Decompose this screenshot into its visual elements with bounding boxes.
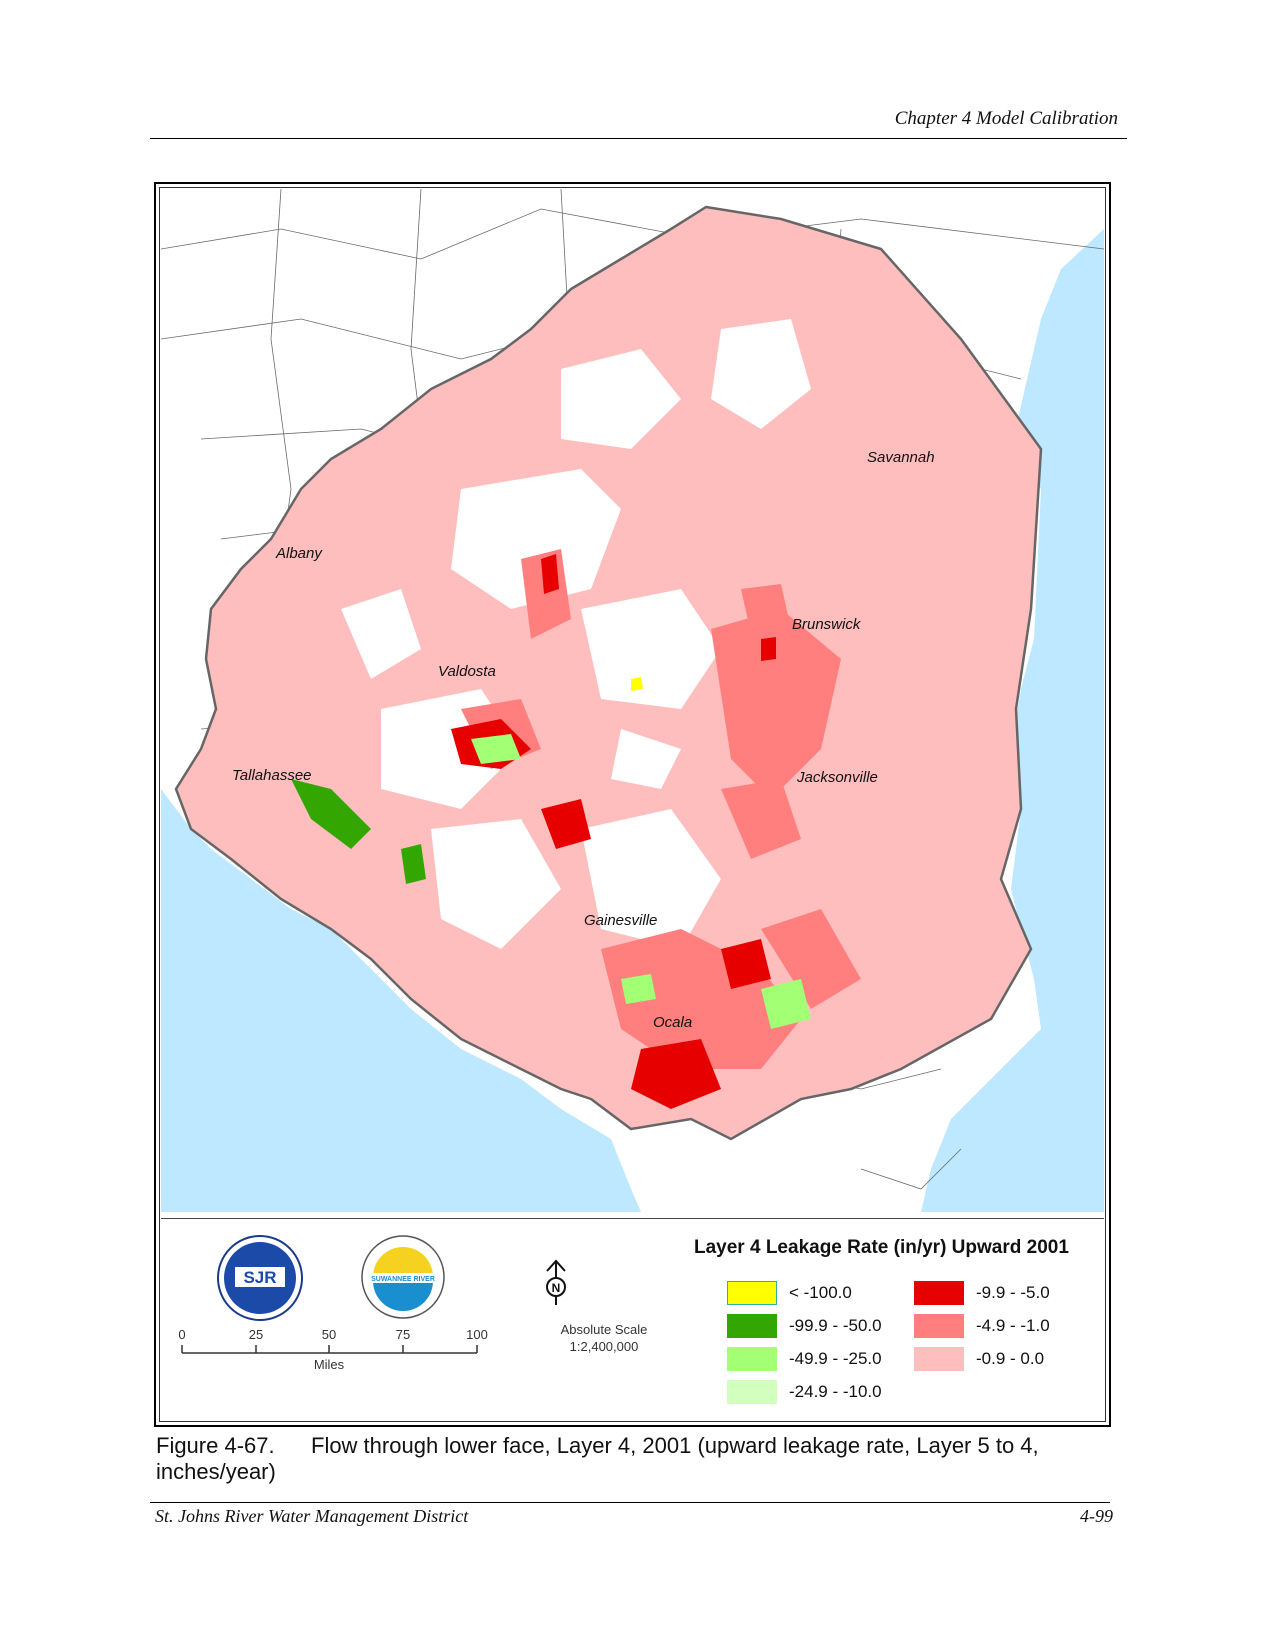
sjr-logo: SJR <box>217 1235 303 1321</box>
legend-item: -4.9 - -1.0 <box>914 1314 1050 1338</box>
scale-bar <box>181 1345 478 1354</box>
city-label-jacksonville: Jacksonville <box>796 769 878 786</box>
atlantic-ocean <box>921 229 1104 1212</box>
scale-tick-0: 0 <box>178 1327 186 1342</box>
city-label-gainesville: Gainesville <box>584 912 657 929</box>
figure-number: Figure 4-67. <box>156 1433 275 1458</box>
suwannee-river-logo: SUWANNEE RIVER <box>361 1235 445 1319</box>
study-area-boundary <box>174 205 1043 1141</box>
scale-tick-50: 50 <box>321 1327 337 1342</box>
legend-swatch <box>914 1347 964 1371</box>
legend-swatch <box>727 1380 777 1404</box>
leakage-map: Savannah Albany Brunswick Valdosta Talla… <box>161 189 1104 1212</box>
footer-rule <box>150 1502 1110 1503</box>
legend-swatch <box>727 1281 777 1305</box>
figure-caption: Figure 4-67. Flow through lower face, Lay… <box>156 1433 1086 1485</box>
city-label-albany: Albany <box>275 545 323 562</box>
scale-tick-75: 75 <box>395 1327 411 1342</box>
figure-caption-text: Flow through lower face, Layer 4, 2001 (… <box>156 1433 1039 1484</box>
legend-panel: SJR SUWANNEE RIVER 0 25 50 75 100 Miles … <box>161 1218 1104 1420</box>
city-label-ocala: Ocala <box>653 1014 692 1031</box>
legend-item: -99.9 - -50.0 <box>727 1314 882 1338</box>
legend-item: -24.9 - -10.0 <box>727 1380 882 1404</box>
scale-tick-25: 25 <box>248 1327 264 1342</box>
legend-swatch <box>914 1281 964 1305</box>
svg-text:SUWANNEE RIVER: SUWANNEE RIVER <box>371 1276 435 1283</box>
city-label-valdosta: Valdosta <box>438 663 496 680</box>
legend-item: -0.9 - 0.0 <box>914 1347 1044 1371</box>
legend-item: -49.9 - -25.0 <box>727 1347 882 1371</box>
high-leakage-zones <box>451 554 776 1109</box>
absolute-scale: Absolute Scale 1:2,400,000 <box>560 1322 648 1354</box>
downward-leakage-zones <box>291 677 811 1029</box>
scale-unit: Miles <box>313 1357 345 1372</box>
gulf-of-mexico <box>161 789 641 1212</box>
header-rule <box>150 138 1127 139</box>
low-leakage-patches <box>341 319 811 949</box>
figure-inner-frame <box>159 187 1106 1422</box>
legend-title: Layer 4 Leakage Rate (in/yr) Upward 2001 <box>694 1237 1069 1258</box>
legend-swatch <box>727 1347 777 1371</box>
city-label-brunswick: Brunswick <box>792 616 862 633</box>
legend-swatch <box>914 1314 964 1338</box>
page-number: 4-99 <box>1080 1506 1113 1526</box>
city-label-tallahassee: Tallahassee <box>232 767 312 784</box>
legend-item: < -100.0 <box>727 1281 852 1305</box>
svg-text:SJR: SJR <box>243 1268 276 1287</box>
svg-text:N: N <box>552 1281 561 1295</box>
footer-organization: St. Johns River Water Management Distric… <box>155 1506 469 1526</box>
scale-tick-100: 100 <box>466 1327 488 1342</box>
legend-swatch <box>727 1314 777 1338</box>
figure-frame <box>154 182 1111 1427</box>
legend-item: -9.9 - -5.0 <box>914 1281 1050 1305</box>
chapter-title: Chapter 4 Model Calibration <box>894 108 1118 129</box>
north-arrow-icon: N <box>546 1259 566 1305</box>
city-label-savannah: Savannah <box>867 449 935 466</box>
